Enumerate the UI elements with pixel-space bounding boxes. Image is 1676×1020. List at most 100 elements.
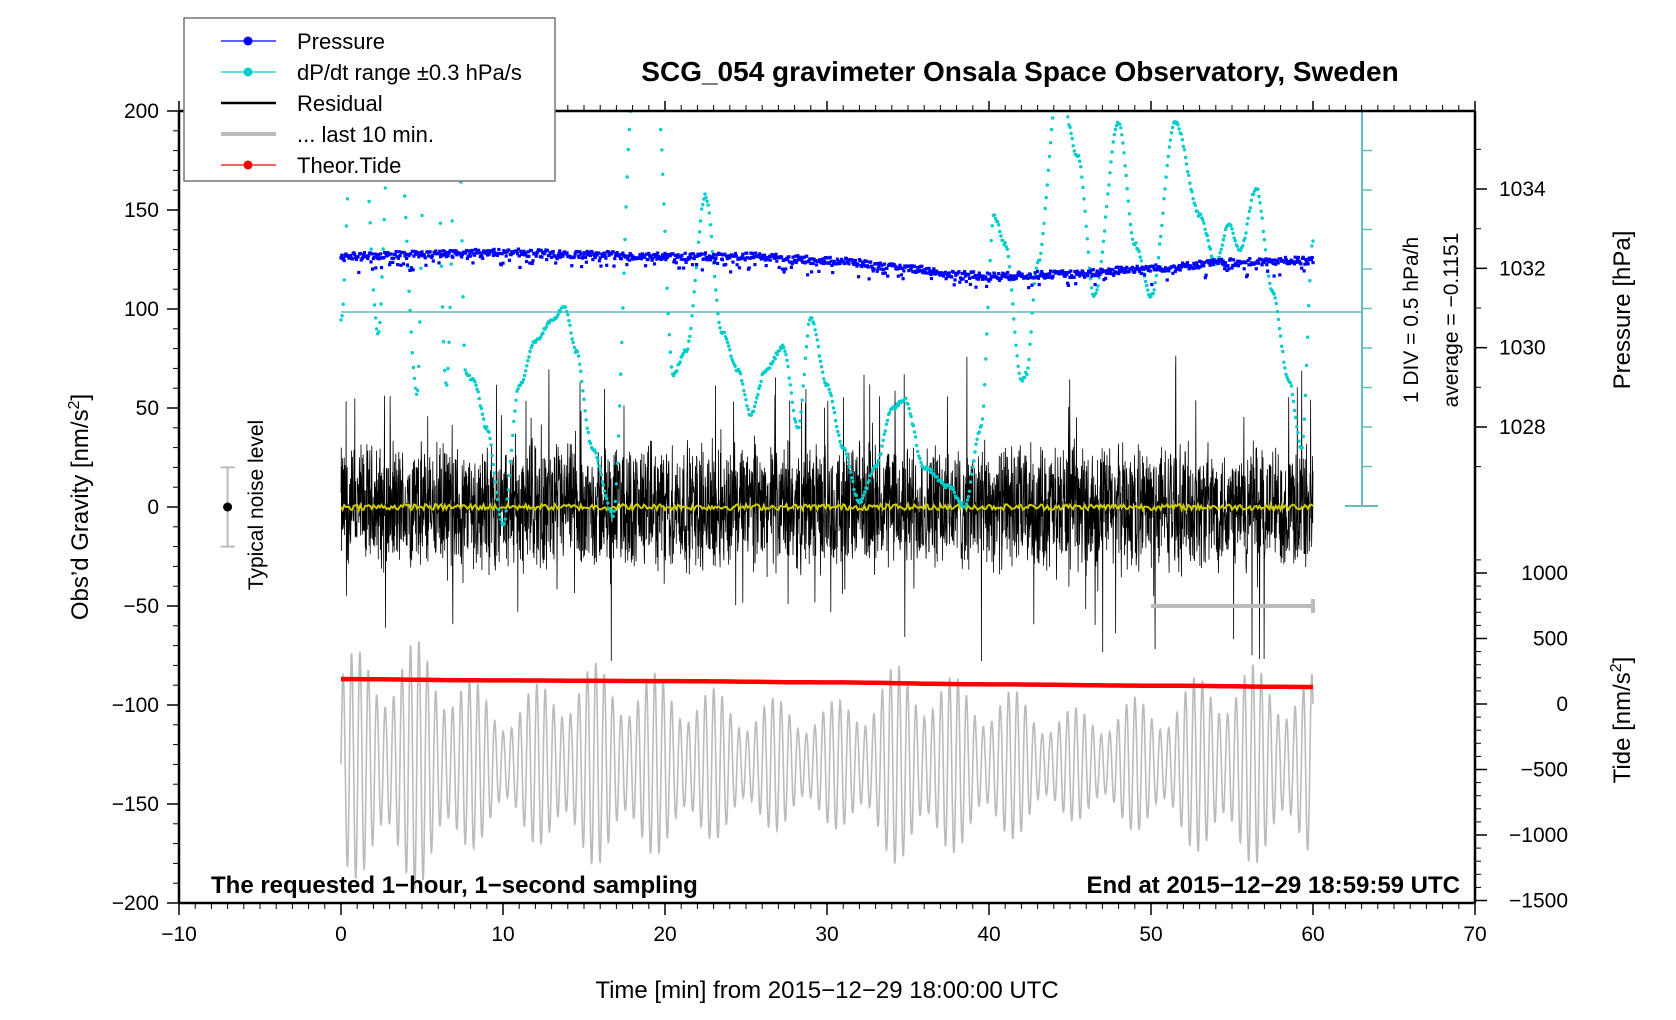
pressure-point [1150, 282, 1154, 287]
dpdt-point [1276, 317, 1281, 322]
pressure-point [627, 258, 631, 262]
pressure-point [1216, 261, 1220, 265]
pressure-point [1099, 267, 1103, 271]
pressure-point [976, 277, 981, 281]
pressure-point [591, 258, 595, 262]
pressure-point [362, 252, 366, 256]
dpdt-point [951, 487, 956, 492]
pressure-point [505, 250, 509, 254]
dpdt-point [528, 349, 532, 354]
pressure-point [569, 256, 573, 260]
pressure-point [581, 255, 585, 259]
dpdt-point [520, 380, 525, 385]
pressure-point [1117, 272, 1121, 276]
pressure-point [750, 255, 754, 259]
pressure-point [404, 252, 408, 256]
dpdt-point [667, 333, 671, 337]
dpdt-point [495, 497, 500, 502]
dpdt-point [1137, 249, 1141, 254]
dpdt-point [1121, 141, 1125, 145]
pressure-point [451, 255, 455, 259]
pressure-point [771, 254, 776, 259]
pressure-point [1276, 261, 1280, 265]
dpdt-point [490, 453, 494, 458]
pressure-point [804, 260, 808, 264]
dpdt-point [449, 262, 453, 266]
pressure-point [1158, 265, 1162, 269]
pressure-tick-label: 1028 [1499, 416, 1546, 439]
dpdt-point [965, 498, 970, 502]
dpdt-point [849, 470, 853, 474]
pressure-point [780, 267, 785, 271]
dpdt-point [844, 452, 849, 456]
dpdt-point [1022, 375, 1027, 380]
pressure-point [920, 264, 924, 268]
pressure-point [389, 252, 393, 256]
pressure-point [1310, 256, 1314, 260]
dpdt-point [344, 224, 349, 228]
dpdt-point [704, 196, 708, 200]
pressure-point [403, 254, 407, 258]
dpdt-point [829, 393, 833, 398]
pressure-point [656, 251, 660, 255]
pressure-point [1093, 283, 1097, 287]
x-tick-label: 50 [1139, 923, 1162, 946]
dpdt-point [1101, 239, 1106, 243]
pressure-point [1211, 263, 1215, 267]
dpdt-point [1256, 187, 1260, 191]
pressure-point [689, 256, 693, 260]
legend-label-1: dP/dt range ±0.3 hPa/s [297, 60, 522, 85]
pressure-point [493, 251, 497, 255]
pressure-point [487, 252, 491, 256]
dpdt-point [476, 390, 480, 394]
dpdt-point [624, 205, 628, 209]
dpdt-point [725, 340, 730, 345]
pressure-point [556, 254, 560, 258]
pressure-point [1191, 266, 1195, 271]
pressure-point [857, 275, 861, 279]
pressure-point [1144, 264, 1148, 269]
dpdt-point [382, 217, 386, 222]
pressure-point [1124, 268, 1128, 272]
pressure-point [1050, 276, 1054, 280]
pressure-point [822, 261, 826, 266]
x-tick-label: 0 [335, 923, 347, 946]
pressure-point [580, 265, 584, 269]
pressure-point [614, 253, 618, 257]
dpdt-point [1290, 392, 1295, 397]
dpdt-point [504, 509, 508, 513]
pressure-point [925, 271, 929, 275]
dpdt-point [814, 333, 818, 337]
bottom-left-annotation: The requested 1−hour, 1−second sampling [211, 872, 698, 899]
dpdt-point [1013, 330, 1017, 334]
dpdt-point [1029, 330, 1033, 334]
pressure-point [760, 255, 764, 259]
pressure-point [741, 252, 745, 256]
dpdt-point [854, 493, 858, 498]
pressure-point [516, 252, 520, 256]
dpdt-point [602, 489, 607, 493]
dpdt-point [1257, 194, 1261, 199]
dpdt-point [599, 473, 603, 477]
dpdt-point [1166, 154, 1171, 159]
pressure-point [1172, 265, 1177, 269]
pressure-point [901, 277, 905, 281]
dpdt-point [1138, 255, 1142, 259]
dpdt-point [964, 502, 968, 506]
dpdt-point [625, 175, 629, 179]
dpdt-point [473, 380, 477, 384]
pressure-point [1154, 263, 1158, 267]
dpdt-point [1267, 274, 1271, 278]
pressure-point [1014, 276, 1019, 280]
dpdt-point [1259, 209, 1263, 213]
pressure-point [531, 259, 535, 263]
dpdt-point [571, 340, 575, 345]
dpdt-point [1244, 231, 1248, 235]
dpdt-point [580, 379, 584, 384]
pressure-point [1006, 271, 1010, 275]
dpdt-point [1107, 183, 1111, 187]
pressure-point [475, 250, 479, 254]
pressure-point [758, 252, 762, 256]
pressure-point [912, 264, 917, 268]
dpdt-point [917, 454, 921, 458]
